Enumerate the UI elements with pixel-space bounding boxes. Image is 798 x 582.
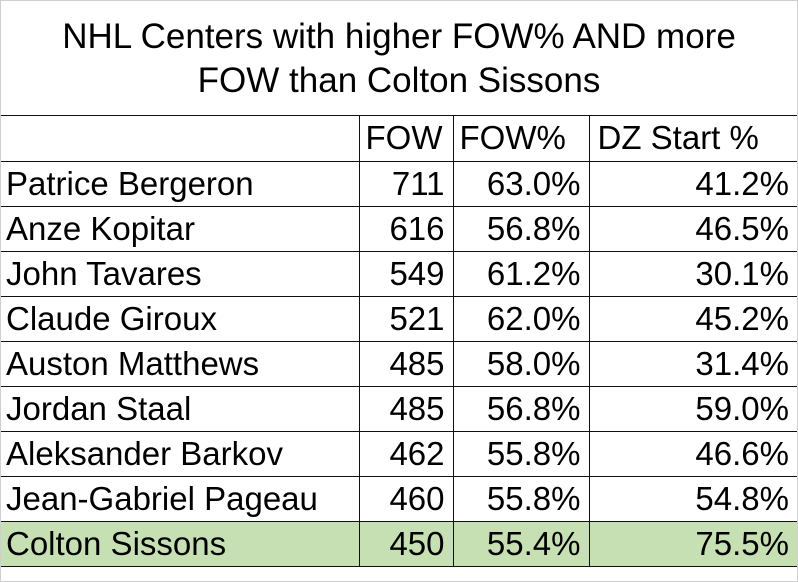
cell-fow-pct[interactable]: 58.0% bbox=[452, 340, 590, 387]
data-grid-body: Patrice Bergeron 711 63.0% 41.2% Anze Kopita… bbox=[1, 160, 797, 567]
header-cell-name[interactable] bbox=[1, 116, 360, 162]
table-row: Claude Giroux 521 62.0% 45.2% bbox=[1, 295, 797, 342]
cell-dz-start-pct[interactable]: 54.8% bbox=[588, 475, 797, 522]
cell-fow[interactable]: 549 bbox=[358, 250, 454, 297]
table-title-line-1: NHL Centers with higher FOW% AND more bbox=[62, 17, 736, 56]
cell-dz-start-pct[interactable]: 31.4% bbox=[588, 340, 797, 387]
cell-player-name[interactable]: Jean-Gabriel Pageau bbox=[1, 475, 360, 522]
cell-dz-start-pct[interactable]: 45.2% bbox=[588, 295, 797, 342]
cell-dz-start-pct[interactable]: 41.2% bbox=[588, 160, 797, 207]
header-cell-dz-start-pct[interactable]: DZ Start % bbox=[588, 116, 797, 162]
cell-player-name[interactable]: John Tavares bbox=[1, 250, 360, 297]
cell-fow[interactable]: 450 bbox=[358, 520, 454, 567]
table-title-line-2: FOW than Colton Sissons bbox=[197, 61, 601, 100]
cell-fow[interactable]: 485 bbox=[358, 385, 454, 432]
table-title: NHL Centers with higher FOW% AND more FO… bbox=[1, 1, 797, 116]
cell-fow-pct[interactable]: 62.0% bbox=[452, 295, 590, 342]
table-row: Jordan Staal 485 56.8% 59.0% bbox=[1, 385, 797, 432]
table-row-highlighted: Colton Sissons 450 55.4% 75.5% bbox=[1, 520, 797, 567]
cell-fow[interactable]: 485 bbox=[358, 340, 454, 387]
cell-dz-start-pct[interactable]: 46.5% bbox=[588, 205, 797, 252]
header-cell-fow-pct[interactable]: FOW% bbox=[452, 116, 590, 162]
cell-fow[interactable]: 460 bbox=[358, 475, 454, 522]
cell-player-name[interactable]: Claude Giroux bbox=[1, 295, 360, 342]
cell-fow-pct[interactable]: 63.0% bbox=[452, 160, 590, 207]
cell-dz-start-pct[interactable]: 59.0% bbox=[588, 385, 797, 432]
cell-fow-pct[interactable]: 55.8% bbox=[452, 430, 590, 477]
cell-player-name[interactable]: Patrice Bergeron bbox=[1, 160, 360, 207]
cell-player-name[interactable]: Auston Matthews bbox=[1, 340, 360, 387]
cell-player-name[interactable]: Aleksander Barkov bbox=[1, 430, 360, 477]
cell-dz-start-pct[interactable]: 75.5% bbox=[588, 520, 797, 567]
cell-fow-pct[interactable]: 56.8% bbox=[452, 205, 590, 252]
table-row: John Tavares 549 61.2% 30.1% bbox=[1, 250, 797, 297]
cell-fow-pct[interactable]: 55.8% bbox=[452, 475, 590, 522]
cell-dz-start-pct[interactable]: 30.1% bbox=[588, 250, 797, 297]
cell-fow-pct[interactable]: 55.4% bbox=[452, 520, 590, 567]
table-row: Anze Kopitar 616 56.8% 46.5% bbox=[1, 205, 797, 252]
header-cell-fow[interactable]: FOW bbox=[358, 116, 454, 162]
cell-fow-pct[interactable]: 61.2% bbox=[452, 250, 590, 297]
cell-player-name[interactable]: Jordan Staal bbox=[1, 385, 360, 432]
data-grid: FOW FOW% DZ Start % Patrice Bergeron 711 6… bbox=[1, 116, 797, 567]
table-row: Patrice Bergeron 711 63.0% 41.2% bbox=[1, 160, 797, 207]
cell-fow-pct[interactable]: 56.8% bbox=[452, 385, 590, 432]
cell-player-name[interactable]: Anze Kopitar bbox=[1, 205, 360, 252]
cell-dz-start-pct[interactable]: 46.6% bbox=[588, 430, 797, 477]
table-row: Jean-Gabriel Pageau 460 55.8% 54.8% bbox=[1, 475, 797, 522]
header-row: FOW FOW% DZ Start % bbox=[1, 116, 797, 162]
cell-fow[interactable]: 616 bbox=[358, 205, 454, 252]
cell-player-name[interactable]: Colton Sissons bbox=[1, 520, 360, 567]
table-row: Aleksander Barkov 462 55.8% 46.6% bbox=[1, 430, 797, 477]
cell-fow[interactable]: 521 bbox=[358, 295, 454, 342]
cell-fow[interactable]: 462 bbox=[358, 430, 454, 477]
table-row: Auston Matthews 485 58.0% 31.4% bbox=[1, 340, 797, 387]
cell-fow[interactable]: 711 bbox=[358, 160, 454, 207]
